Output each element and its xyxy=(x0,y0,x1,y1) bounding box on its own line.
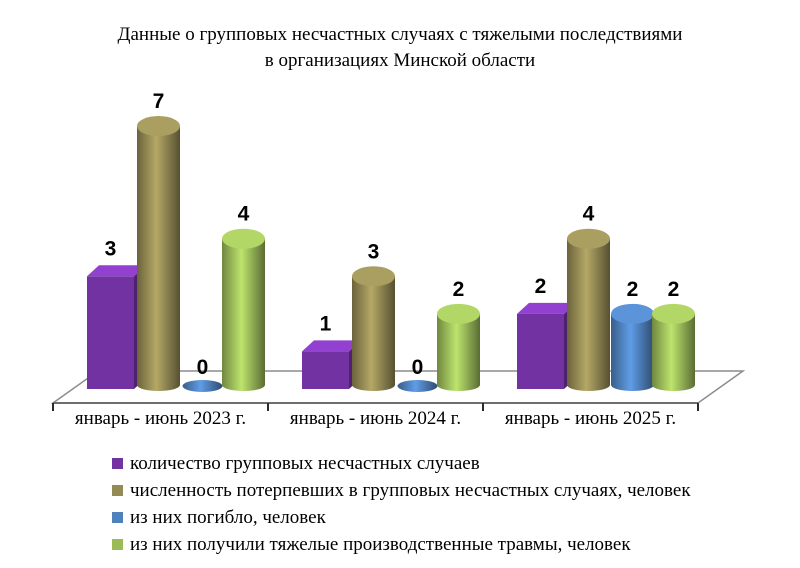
value-label-3-1: 2 xyxy=(453,278,465,301)
bar-top-3-0 xyxy=(222,228,265,249)
value-label-3-2: 2 xyxy=(668,278,680,301)
value-label-3-0: 4 xyxy=(238,203,250,226)
chart-title: Данные о групповых несчастных случаях с … xyxy=(0,22,800,74)
legend-item-1: численность потерпевших в групповых несч… xyxy=(112,477,691,504)
bar-top-0-0 xyxy=(87,265,146,277)
bar-top-2-2 xyxy=(611,303,654,324)
bar-top-3-2 xyxy=(652,303,695,324)
bar-2-2 xyxy=(611,313,654,385)
bar-top-0-1 xyxy=(302,340,361,352)
value-label-0-2: 2 xyxy=(535,275,547,298)
chart-title-line-1: Данные о групповых несчастных случаях с … xyxy=(117,24,683,45)
bar-1-0 xyxy=(137,126,180,385)
legend-swatch-1 xyxy=(112,485,123,496)
category-label-0: январь - июнь 2023 г. xyxy=(75,408,246,429)
legend-item-2: из них погибло, человек xyxy=(112,504,691,531)
legend: количество групповых несчастных случаев ч… xyxy=(112,450,691,558)
bar-3-0 xyxy=(222,238,265,385)
bar-0-1 xyxy=(302,351,349,389)
bar-top-1-2 xyxy=(567,228,610,249)
legend-label-1: численность потерпевших в групповых несч… xyxy=(130,479,691,501)
legend-item-3: из них получили тяжелые производственные… xyxy=(112,531,691,558)
plot-area: 3 7 0 4 январь - июнь 2023 г. 1 3 0 2 январь - ию… xyxy=(50,90,746,429)
legend-swatch-3 xyxy=(112,539,123,550)
legend-label-2: из них погибло, человек xyxy=(130,506,326,528)
legend-item-0: количество групповых несчастных случаев xyxy=(112,450,691,477)
legend-label-3: из них получили тяжелые производственные… xyxy=(130,533,631,555)
bar-0-2 xyxy=(517,313,564,389)
category-label-1: январь - июнь 2024 г. xyxy=(290,408,461,429)
bar-top-3-1 xyxy=(437,303,480,324)
bar-3-1 xyxy=(437,313,480,385)
value-label-2-2: 2 xyxy=(627,278,639,301)
bar-top-1-1 xyxy=(352,266,395,287)
legend-label-0: количество групповых несчастных случаев xyxy=(130,452,480,474)
category-label-2: январь - июнь 2025 г. xyxy=(505,408,676,429)
chart-title-line-2: в организациях Минской области xyxy=(264,50,536,71)
bar-top-0-2 xyxy=(517,302,576,314)
value-label-2-1: 0 xyxy=(412,356,424,379)
bar-top-1-0 xyxy=(137,116,180,137)
bar-1-1 xyxy=(352,276,395,385)
bar-1-2 xyxy=(567,238,610,385)
bar-3-2 xyxy=(652,313,695,385)
value-label-1-2: 4 xyxy=(583,203,595,226)
bar-2-0 xyxy=(182,380,223,392)
value-label-0-0: 3 xyxy=(105,237,117,260)
bar-2-1 xyxy=(397,380,438,392)
value-label-0-1: 1 xyxy=(320,312,332,335)
legend-swatch-2 xyxy=(112,512,123,523)
value-label-1-0: 7 xyxy=(153,90,165,113)
legend-swatch-0 xyxy=(112,458,123,469)
bar-0-0 xyxy=(87,276,134,389)
value-label-2-0: 0 xyxy=(197,356,209,379)
value-label-1-1: 3 xyxy=(368,240,380,263)
